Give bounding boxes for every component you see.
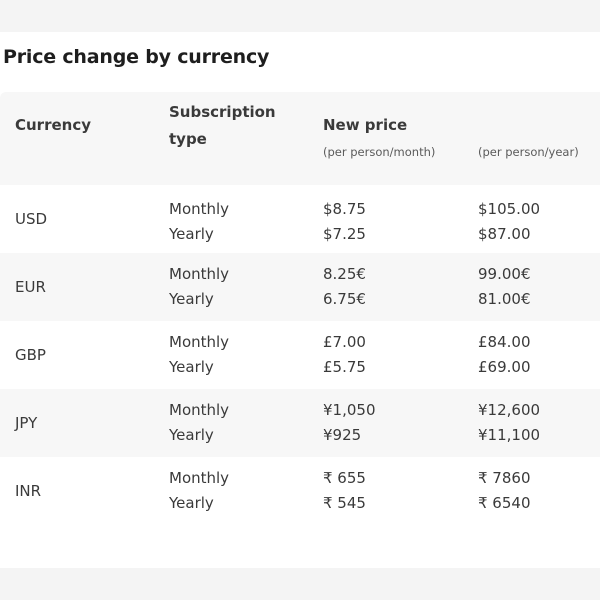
subscription-type-monthly: Monthly: [169, 401, 230, 419]
header-subscription-type-line1: Subscription: [169, 103, 276, 121]
subscription-type-yearly: Yearly: [169, 494, 214, 512]
table-row-inr: INR Monthly Yearly ₹ 655 ₹ 545 ₹ 7860 ₹ …: [0, 457, 600, 525]
table-row-jpy: JPY Monthly Yearly ¥1,050 ¥925 ¥12,600 ¥…: [0, 389, 600, 457]
top-background-band: [0, 0, 600, 32]
subscription-type-monthly: Monthly: [169, 265, 230, 283]
yearly-price-per-year: ¥11,100: [478, 426, 541, 444]
yearly-price-per-year: £69.00: [478, 358, 531, 376]
subscription-type-monthly: Monthly: [169, 200, 230, 218]
currency-code: INR: [15, 482, 42, 500]
monthly-price-per-year: 99.00€: [478, 265, 531, 283]
table-row-usd: USD Monthly Yearly $8.75 $7.25 $105.00 $…: [0, 185, 600, 253]
header-per-year: (per person/year): [478, 145, 579, 159]
table-header: Currency Subscription type New price (pe…: [0, 92, 600, 185]
currency-code: GBP: [15, 346, 46, 364]
table-row-gbp: GBP Monthly Yearly £7.00 £5.75 £84.00 £6…: [0, 321, 600, 389]
monthly-price-per-year: $105.00: [478, 200, 541, 218]
monthly-price-per-month: £7.00: [323, 333, 366, 351]
currency-code: USD: [15, 210, 48, 228]
subscription-type-yearly: Yearly: [169, 358, 214, 376]
subscription-type-yearly: Yearly: [169, 225, 214, 243]
monthly-price-per-year: £84.00: [478, 333, 531, 351]
header-new-price: New price: [323, 116, 408, 134]
yearly-price-per-month: 6.75€: [323, 290, 366, 308]
bottom-background-band: [0, 568, 600, 600]
monthly-price-per-month: ₹ 655: [323, 469, 366, 487]
monthly-price-per-month: ¥1,050: [323, 401, 376, 419]
subscription-type-yearly: Yearly: [169, 426, 214, 444]
table-row-eur: EUR Monthly Yearly 8.25€ 6.75€ 99.00€ 81…: [0, 253, 600, 321]
yearly-price-per-year: $87.00: [478, 225, 531, 243]
yearly-price-per-month: £5.75: [323, 358, 366, 376]
subscription-type-monthly: Monthly: [169, 333, 230, 351]
monthly-price-per-year: ₹ 7860: [478, 469, 531, 487]
monthly-price-per-month: $8.75: [323, 200, 366, 218]
currency-code: JPY: [15, 414, 38, 432]
header-per-month: (per person/month): [323, 145, 436, 159]
subscription-type-yearly: Yearly: [169, 290, 214, 308]
yearly-price-per-month: $7.25: [323, 225, 366, 243]
header-subscription-type-line2: type: [169, 130, 207, 148]
yearly-price-per-year: ₹ 6540: [478, 494, 531, 512]
yearly-price-per-month: ¥925: [323, 426, 362, 444]
yearly-price-per-year: 81.00€: [478, 290, 531, 308]
price-table: Currency Subscription type New price (pe…: [0, 92, 600, 525]
currency-code: EUR: [15, 278, 46, 296]
monthly-price-per-year: ¥12,600: [478, 401, 541, 419]
page-title: Price change by currency: [3, 46, 270, 68]
header-currency: Currency: [15, 116, 92, 134]
monthly-price-per-month: 8.25€: [323, 265, 366, 283]
subscription-type-monthly: Monthly: [169, 469, 230, 487]
yearly-price-per-month: ₹ 545: [323, 494, 366, 512]
